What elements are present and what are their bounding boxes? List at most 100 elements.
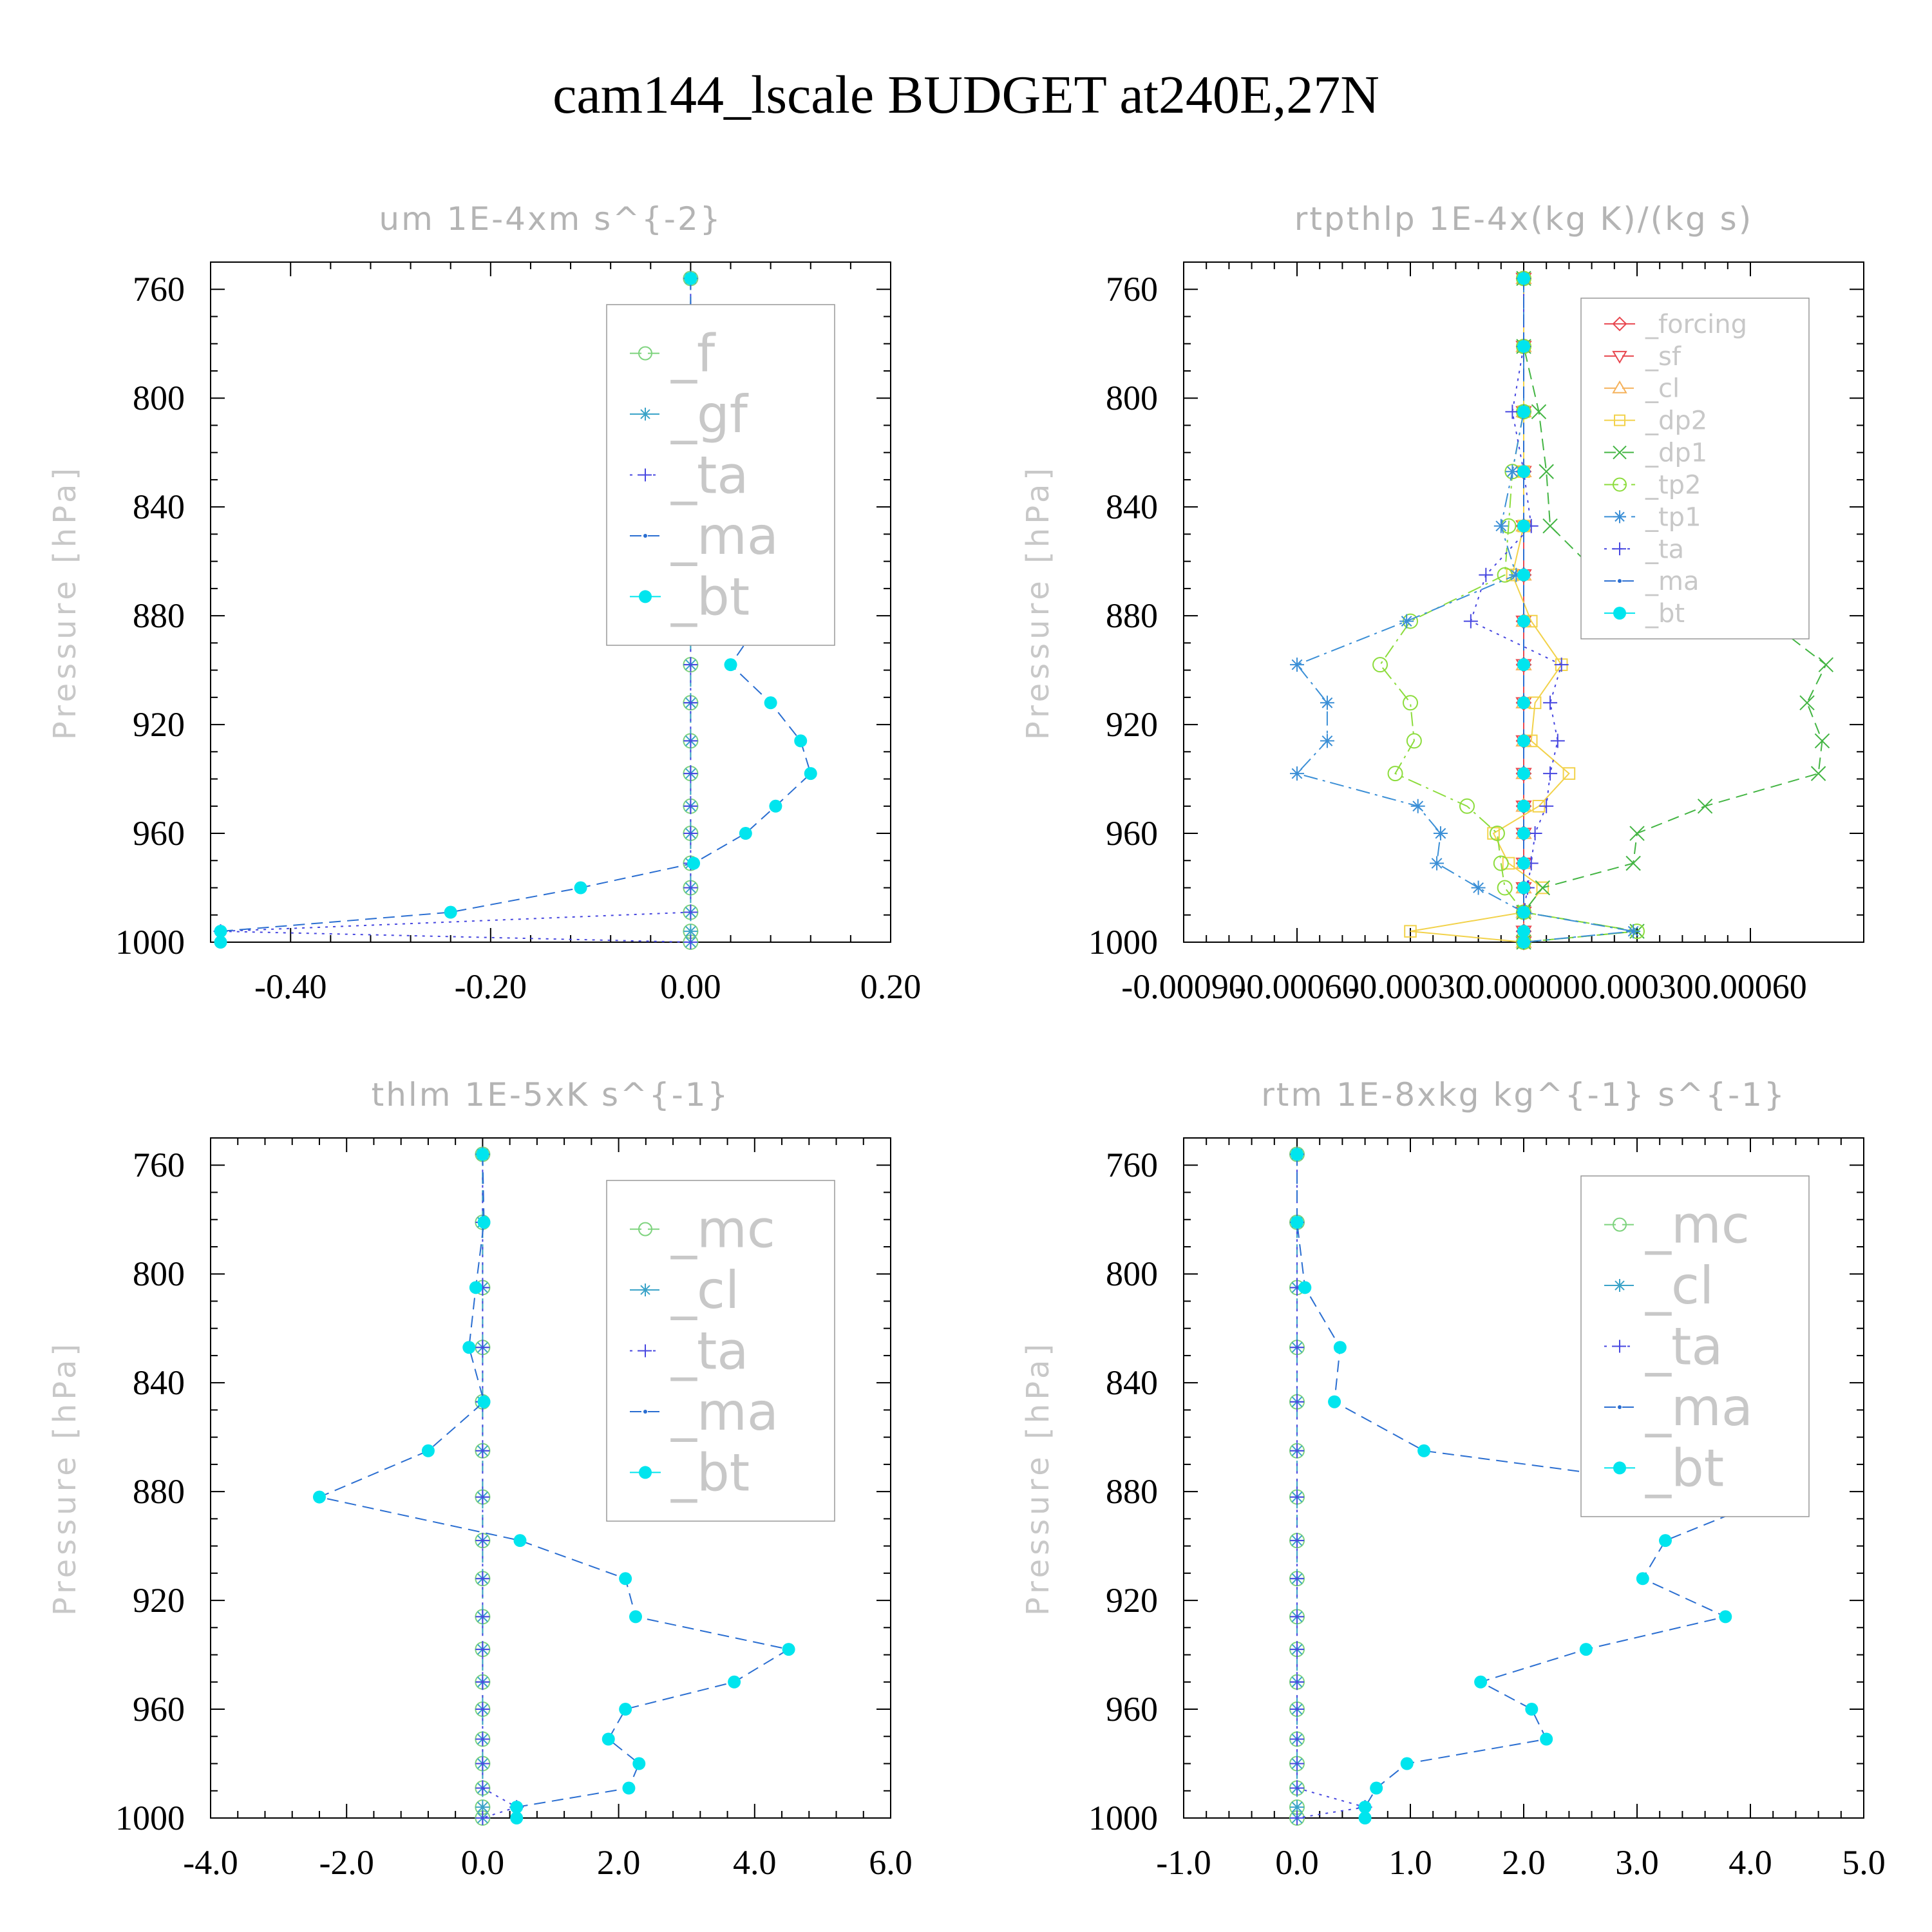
x-tick-label: 4.0 bbox=[1728, 1843, 1772, 1882]
y-tick-label: 1000 bbox=[115, 1799, 185, 1837]
data-point bbox=[1404, 925, 1417, 938]
data-point bbox=[1517, 925, 1530, 938]
legend-marker bbox=[1613, 1279, 1626, 1293]
data-point bbox=[475, 1702, 490, 1717]
series-tp1 bbox=[1290, 271, 1641, 949]
legend-marker bbox=[1613, 477, 1627, 492]
panel-2: rtpthlp 1E-4x(kg K)/(kg s) Pressure [hPa]… bbox=[1020, 200, 1864, 1006]
data-point bbox=[687, 857, 701, 870]
data-point bbox=[1626, 924, 1641, 939]
x-tick-label: -0.40 bbox=[254, 967, 327, 1006]
legend-label: _tp2 bbox=[1645, 470, 1701, 500]
data-point bbox=[1636, 1572, 1649, 1586]
data-point bbox=[683, 880, 698, 895]
series-bt bbox=[1291, 1148, 1780, 1824]
data-point bbox=[1290, 1674, 1304, 1689]
legend-label: _dp1 bbox=[1645, 439, 1707, 468]
legend-label: _ta bbox=[670, 446, 748, 506]
data-point bbox=[574, 881, 587, 895]
x-tick-label: -0.00030 bbox=[1348, 967, 1472, 1006]
data-point bbox=[1517, 614, 1530, 628]
y-tick-label: 920 bbox=[1106, 705, 1158, 744]
data-point bbox=[475, 1490, 490, 1504]
y-axis-label: Pressure [hPa] bbox=[47, 1340, 83, 1616]
data-point bbox=[1629, 826, 1645, 841]
legend-label: _bt bbox=[670, 567, 750, 627]
legend-marker bbox=[639, 1283, 652, 1297]
y-tick-label: 840 bbox=[133, 1363, 185, 1402]
data-point bbox=[1517, 905, 1530, 919]
data-point bbox=[619, 1703, 632, 1716]
plot-frame bbox=[210, 261, 891, 943]
data-point bbox=[1290, 1571, 1304, 1586]
data-point bbox=[1387, 766, 1403, 782]
legend-marker bbox=[1618, 579, 1622, 583]
data-point bbox=[1517, 465, 1530, 478]
y-tick-label: 920 bbox=[133, 1581, 185, 1620]
data-point bbox=[469, 1281, 482, 1294]
data-point bbox=[1536, 881, 1549, 895]
data-point bbox=[1517, 767, 1530, 781]
legend-label: _ta bbox=[670, 1321, 748, 1381]
y-tick-label: 1000 bbox=[1088, 923, 1158, 961]
data-point bbox=[475, 1533, 490, 1548]
data-point bbox=[764, 696, 777, 710]
data-point bbox=[1489, 826, 1505, 842]
data-point bbox=[1372, 657, 1388, 673]
data-point bbox=[1459, 798, 1475, 814]
data-point bbox=[1517, 827, 1530, 840]
data-point bbox=[1403, 695, 1418, 711]
legend-label: _ma bbox=[670, 506, 779, 566]
data-point bbox=[462, 1341, 476, 1354]
legend-marker bbox=[638, 1222, 652, 1236]
legend-label: _ma bbox=[1645, 567, 1699, 596]
data-point bbox=[475, 1571, 490, 1586]
data-point bbox=[1719, 1610, 1732, 1624]
data-point bbox=[1406, 733, 1422, 749]
data-point bbox=[1517, 936, 1530, 949]
data-point bbox=[1517, 881, 1530, 895]
data-point bbox=[1290, 1340, 1304, 1355]
data-point bbox=[312, 1490, 326, 1504]
data-point bbox=[1818, 657, 1834, 672]
legend-label: _sf bbox=[1645, 342, 1681, 372]
data-point bbox=[1320, 696, 1334, 710]
y-tick-label: 880 bbox=[1106, 596, 1158, 635]
data-point bbox=[728, 1675, 741, 1689]
legend-marker bbox=[1613, 1461, 1626, 1475]
data-point bbox=[1430, 856, 1444, 871]
legend: _mc_cl_ta_ma_bt bbox=[606, 1180, 835, 1522]
data-point bbox=[794, 734, 808, 748]
data-point bbox=[510, 1801, 524, 1814]
y-axis-label: Pressure [hPa] bbox=[1020, 464, 1056, 740]
legend-label: _cl bbox=[1645, 1256, 1714, 1316]
y-tick-label: 880 bbox=[133, 1472, 185, 1511]
data-point bbox=[1517, 272, 1530, 285]
data-point bbox=[1290, 1781, 1304, 1795]
data-point bbox=[1517, 568, 1530, 582]
y-tick-label: 960 bbox=[1106, 1690, 1158, 1728]
legend-label: _ma bbox=[1645, 1378, 1753, 1437]
panel-title: rtm 1E-8xkg kg^{-1} s^{-1} bbox=[1261, 1076, 1786, 1113]
data-point bbox=[1579, 1643, 1593, 1656]
data-point bbox=[769, 799, 782, 813]
legend-marker bbox=[639, 590, 652, 603]
data-point bbox=[1493, 855, 1509, 871]
y-axis-label: Pressure [hPa] bbox=[47, 464, 83, 740]
data-point bbox=[1539, 799, 1554, 813]
data-point bbox=[683, 658, 698, 672]
x-tick-label: 0.00 bbox=[660, 967, 721, 1006]
legend: _f_gf_ta_ma_bt bbox=[606, 304, 835, 646]
x-tick-label: 0.0 bbox=[1275, 1843, 1319, 1882]
panel-title: rtpthlp 1E-4x(kg K)/(kg s) bbox=[1294, 200, 1753, 238]
legend-marker bbox=[1613, 1340, 1626, 1353]
data-point bbox=[1358, 1801, 1372, 1814]
data-point bbox=[1697, 799, 1713, 814]
legend-marker bbox=[643, 533, 647, 538]
data-point bbox=[1463, 614, 1478, 629]
data-point bbox=[1517, 734, 1530, 748]
data-point bbox=[475, 1609, 490, 1624]
data-point bbox=[475, 1811, 490, 1825]
y-axis-label: Pressure [hPa] bbox=[1020, 1340, 1056, 1616]
data-point bbox=[683, 826, 698, 841]
